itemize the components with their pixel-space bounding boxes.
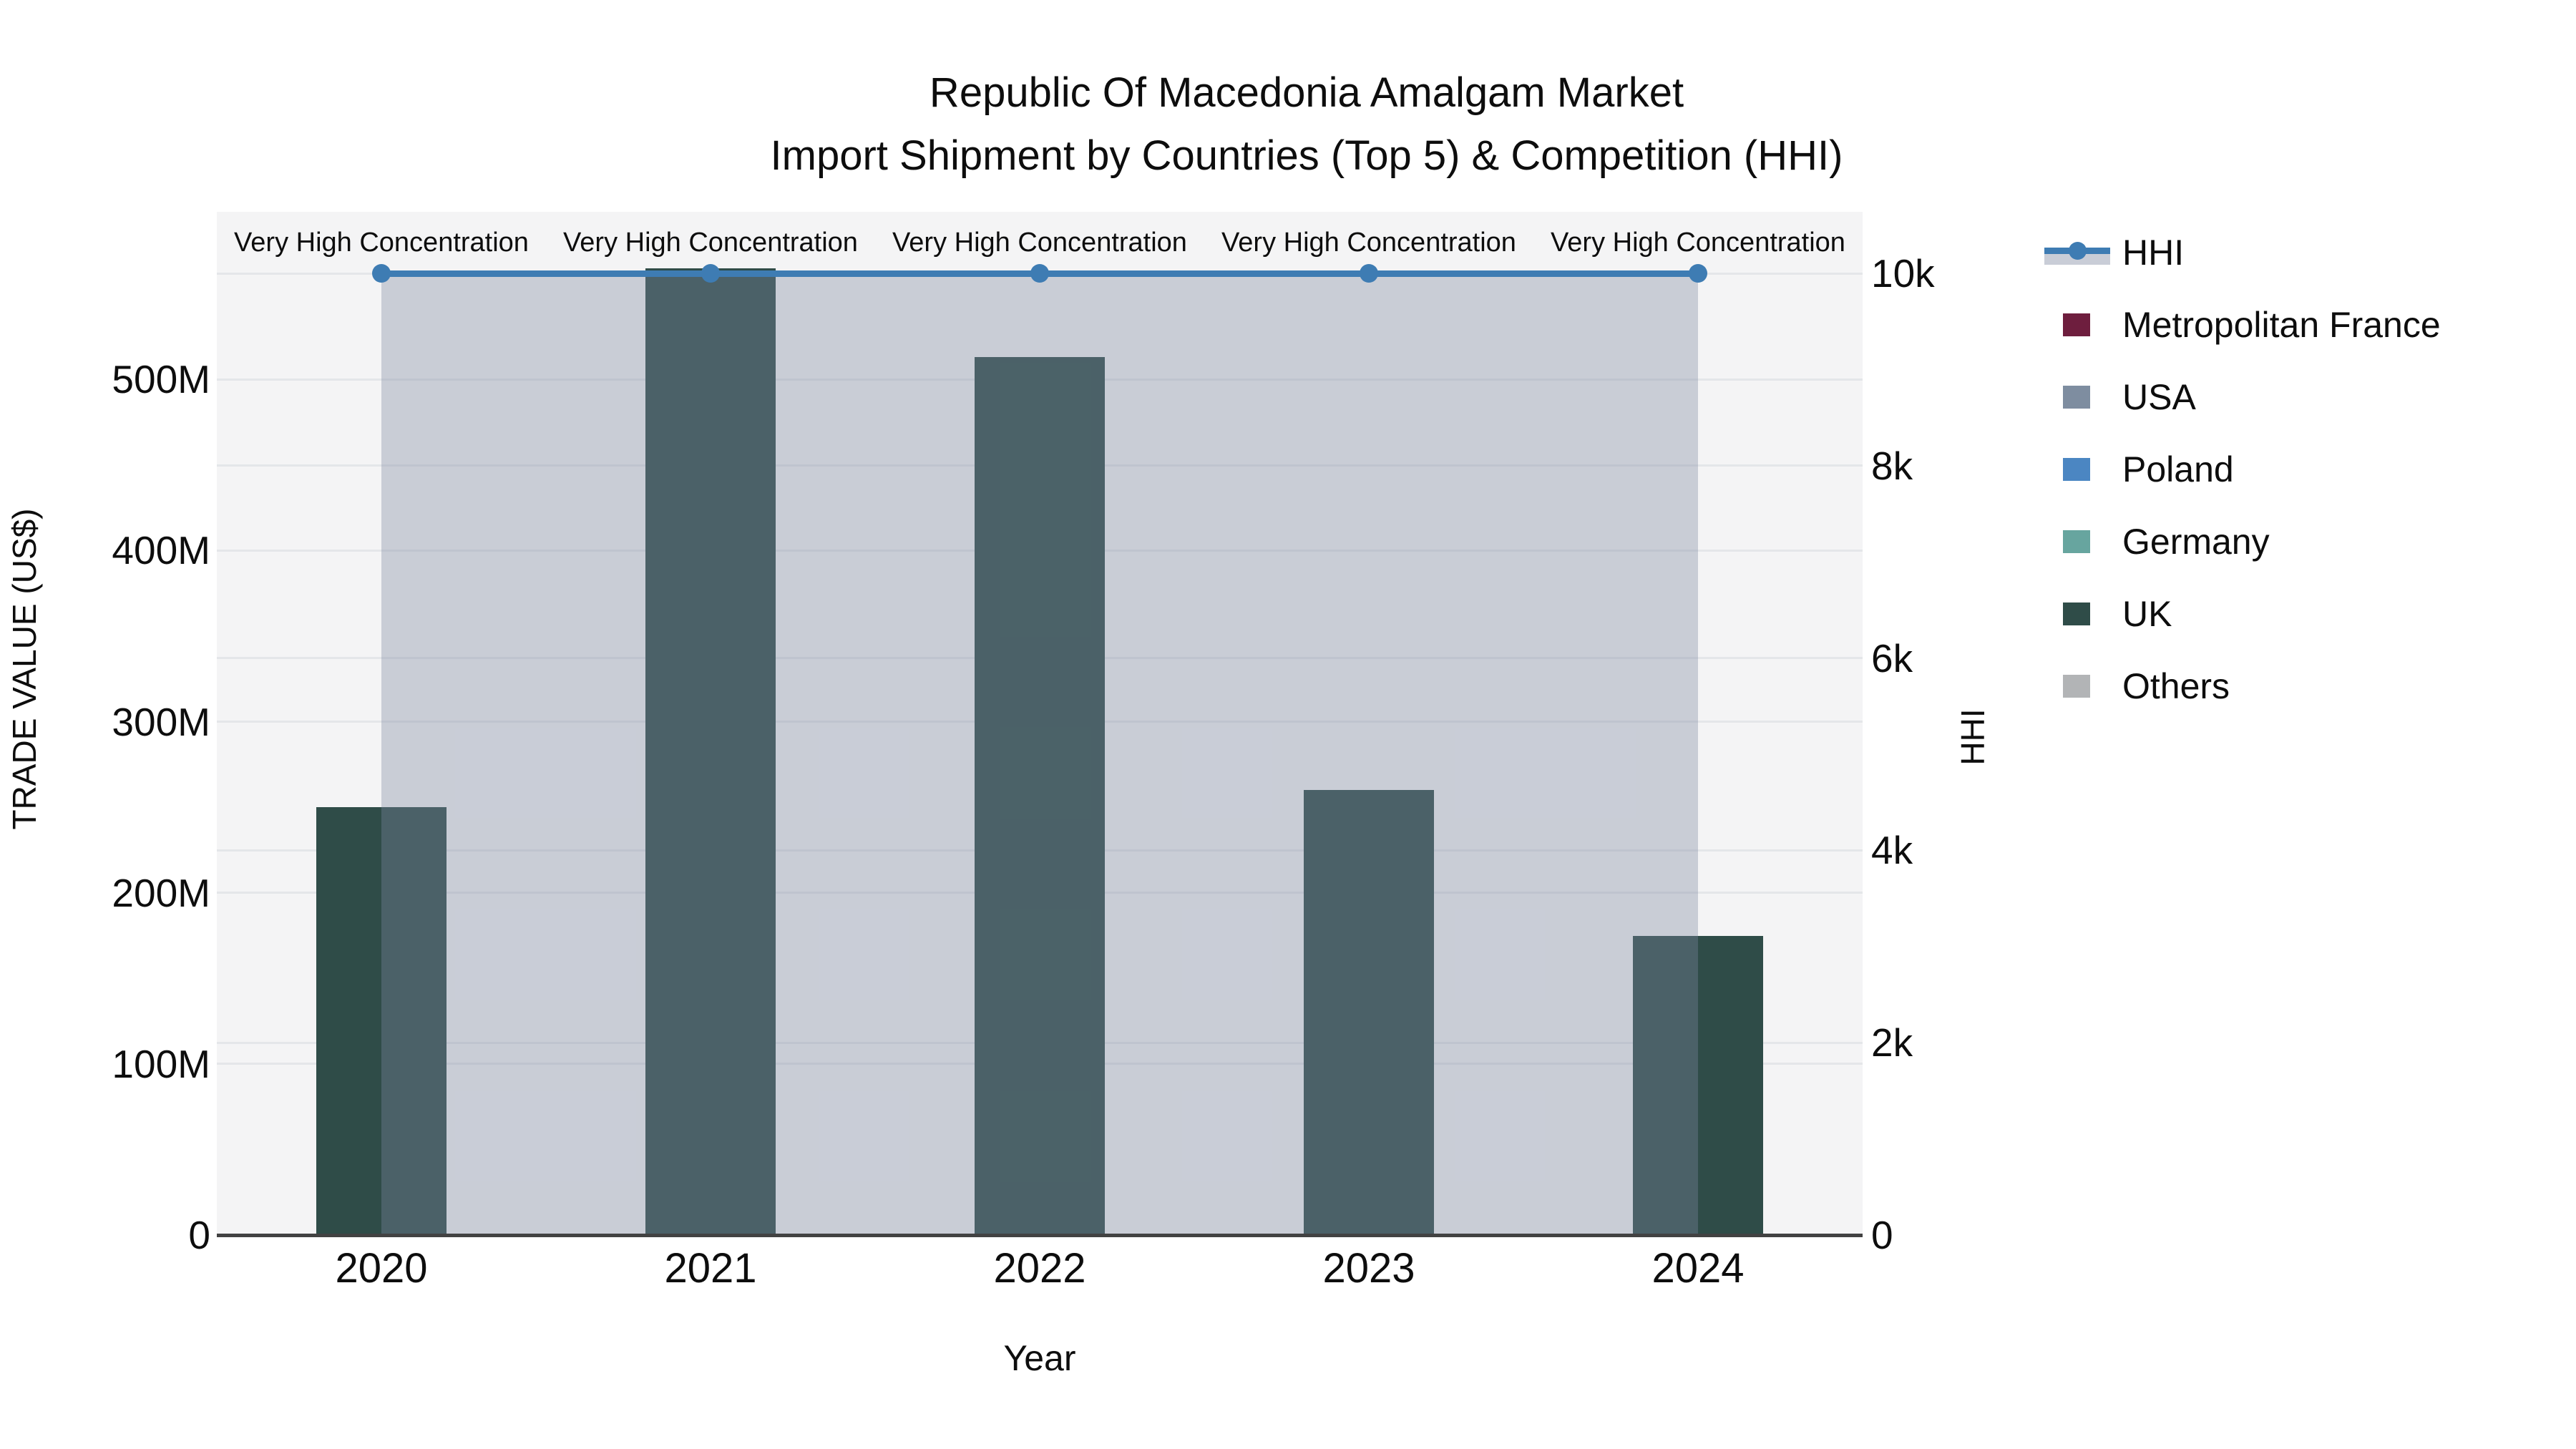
- x-axis-line: [217, 1234, 1863, 1237]
- legend-label-usa: USA: [2122, 376, 2196, 417]
- legend-label-germany: Germany: [2122, 521, 2270, 562]
- x-tick-label-2022: 2022: [993, 1245, 1086, 1292]
- legend-label-metropolitan-france: Metropolitan France: [2122, 304, 2441, 345]
- chart-title-line1: Republic Of Macedonia Amalgam Market: [929, 69, 1684, 116]
- germany-swatch-icon: [2044, 505, 2122, 577]
- hhi-marker-2024: [1689, 264, 1707, 283]
- x-tick-label-2020: 2020: [335, 1245, 428, 1292]
- y-tick-right-2k: 2k: [1871, 1020, 1913, 1065]
- uk-swatch-icon: [2044, 577, 2122, 650]
- metropolitan-france-swatch-icon: [2044, 288, 2122, 361]
- usa-swatch-icon: [2044, 361, 2122, 433]
- metropolitan-france-color-swatch: [2063, 313, 2090, 336]
- bar-uk-2022: [975, 357, 1105, 1235]
- legend-item-usa: USA: [2044, 361, 2441, 433]
- bar-uk-2023: [1304, 790, 1434, 1235]
- poland-color-swatch: [2063, 457, 2090, 481]
- plot-area: Very High Concentration Very High Concent…: [217, 212, 1863, 1235]
- y-tick-left-200M: 200M: [112, 870, 210, 915]
- poland-swatch-icon: [2044, 433, 2122, 505]
- legend-item-hhi: HHI: [2044, 216, 2441, 288]
- hhi-annotation-2023: Very High Concentration: [1221, 228, 1516, 258]
- hhi-annotation-2022: Very High Concentration: [892, 228, 1187, 258]
- legend-label-poland: Poland: [2122, 449, 2234, 489]
- germany-color-swatch: [2063, 530, 2090, 553]
- y-tick-left-100M: 100M: [112, 1041, 210, 1086]
- hhi-marker-2022: [1030, 264, 1049, 283]
- y-tick-left-0: 0: [188, 1213, 210, 1257]
- legend-label-hhi: HHI: [2122, 232, 2185, 273]
- legend-label-others: Others: [2122, 665, 2230, 706]
- legend-label-uk: UK: [2122, 593, 2172, 634]
- legend-item-others: Others: [2044, 650, 2441, 722]
- x-axis-title: Year: [1003, 1338, 1076, 1378]
- y-tick-right-6k: 6k: [1871, 635, 1913, 680]
- hhi-line-swatch-icon: [2044, 216, 2122, 288]
- x-tick-label-2021: 2021: [664, 1245, 757, 1292]
- hhi-marker-2021: [701, 264, 720, 283]
- y-tick-right-8k: 8k: [1871, 443, 1913, 488]
- bar-uk-2020: [316, 807, 447, 1235]
- others-swatch-icon: [2044, 650, 2122, 722]
- y-tick-right-10k: 10k: [1871, 251, 1935, 296]
- hhi-marker-2023: [1360, 264, 1378, 283]
- chart-title: Republic Of Macedonia Amalgam Market Imp…: [771, 62, 1843, 187]
- legend-item-germany: Germany: [2044, 505, 2441, 577]
- y-tick-right-0: 0: [1871, 1213, 1893, 1257]
- y-tick-left-400M: 400M: [112, 528, 210, 573]
- hhi-annotation-2024: Very High Concentration: [1551, 228, 1845, 258]
- y-axis-title-left: TRADE VALUE (US$): [6, 508, 43, 830]
- bar-uk-2021: [645, 268, 776, 1235]
- legend-item-metropolitan-france: Metropolitan France: [2044, 288, 2441, 361]
- hhi-annotation-2020: Very High Concentration: [234, 228, 529, 258]
- legend-item-poland: Poland: [2044, 433, 2441, 505]
- hhi-marker-swatch: [2069, 242, 2087, 260]
- others-color-swatch: [2063, 674, 2090, 698]
- y-axis-title-right: HHI: [1954, 708, 1991, 766]
- chart-title-line2: Import Shipment by Countries (Top 5) & C…: [770, 132, 1843, 179]
- bar-uk-2024: [1633, 935, 1763, 1235]
- x-tick-label-2024: 2024: [1652, 1245, 1745, 1292]
- y-tick-left-300M: 300M: [112, 699, 210, 744]
- legend-item-uk: UK: [2044, 577, 2441, 650]
- hhi-marker-2020: [372, 264, 391, 283]
- x-tick-label-2023: 2023: [1322, 1245, 1415, 1292]
- y-tick-right-4k: 4k: [1871, 828, 1913, 873]
- uk-color-swatch: [2063, 602, 2090, 625]
- hhi-area-fill: [381, 273, 1698, 1235]
- usa-color-swatch: [2063, 385, 2090, 409]
- y-tick-left-500M: 500M: [112, 357, 210, 402]
- legend: HHI Metropolitan France USA Poland Germany UK…: [2044, 216, 2441, 722]
- hhi-annotation-2021: Very High Concentration: [563, 228, 858, 258]
